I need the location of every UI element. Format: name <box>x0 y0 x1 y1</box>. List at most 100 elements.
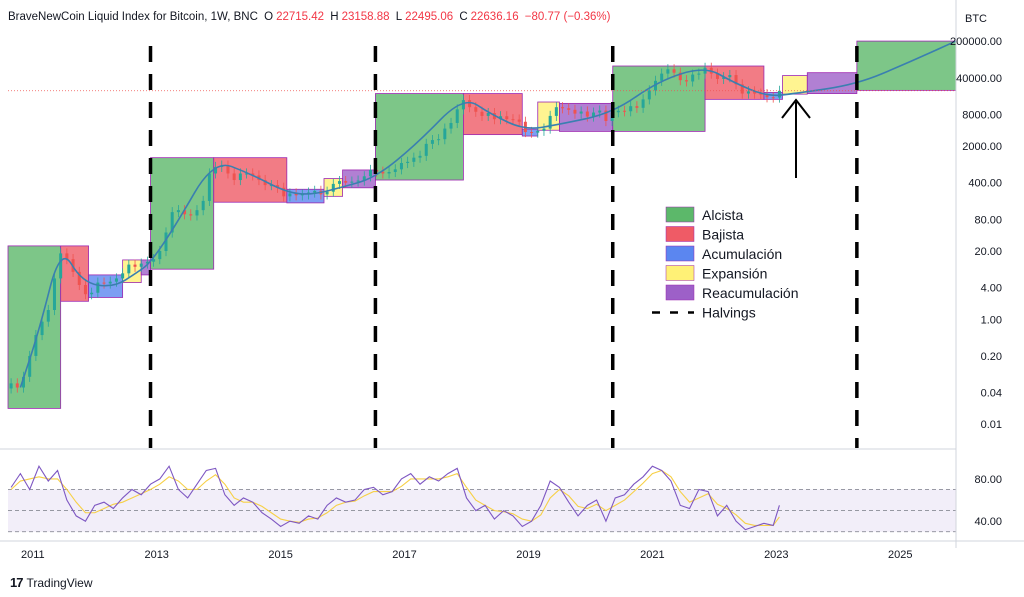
candle-body <box>715 73 719 79</box>
time-tick-label: 2017 <box>392 549 416 561</box>
candle-body <box>443 128 447 140</box>
candle-body <box>641 99 645 108</box>
rsi-band <box>8 489 956 532</box>
candle-body <box>368 169 372 177</box>
candle-body <box>635 106 639 108</box>
candle-body <box>139 263 143 267</box>
candle-body <box>108 281 112 284</box>
candle-body <box>653 80 657 91</box>
candle-body <box>313 190 317 193</box>
candle-body <box>176 210 180 213</box>
time-tick-label: 2013 <box>144 549 168 561</box>
trend-curve <box>8 40 957 388</box>
price-tick-label: 2000.00 <box>962 141 1002 153</box>
candle-body <box>579 111 583 114</box>
time-tick-label: 2023 <box>764 549 788 561</box>
phase-box-alcista <box>612 65 706 132</box>
candle-body <box>734 75 738 85</box>
candle-body <box>684 80 688 82</box>
arrow-up-icon <box>781 98 811 119</box>
price-tick-label: 0.20 <box>981 351 1002 363</box>
candle-body <box>517 119 521 122</box>
phase-box-bajista <box>213 157 288 203</box>
candle-body <box>90 292 94 295</box>
candle-body <box>207 173 211 201</box>
candle-body <box>46 310 50 322</box>
candle-body <box>598 110 602 113</box>
candle-body <box>121 273 125 279</box>
legend-swatch-yellow-square <box>665 265 695 281</box>
candle-body <box>362 176 366 181</box>
candle-body <box>52 278 56 311</box>
candle-body <box>331 183 335 192</box>
candle-body <box>486 113 490 116</box>
price-tick-label: 1.00 <box>981 314 1002 326</box>
candle-body <box>623 110 627 112</box>
price-tick-label: 400.00 <box>968 178 1002 190</box>
legend-swatch-blue-square <box>665 245 695 262</box>
candle-body <box>114 278 118 282</box>
rsi-panel <box>8 465 956 533</box>
candle-body <box>511 119 515 121</box>
halving-lines <box>148 46 859 448</box>
legend-label: Reacumulación <box>702 285 799 301</box>
legend: Alcista Bajista Acumulación Expansión Reacum… <box>652 206 799 321</box>
candle-body <box>34 335 38 356</box>
candle-body <box>214 166 218 174</box>
candle-body <box>666 69 670 74</box>
candle-body <box>542 128 546 131</box>
candle-body <box>530 132 534 134</box>
time-tick-label: 2025 <box>888 549 912 561</box>
candle-body <box>697 73 701 75</box>
candle-body <box>158 250 162 260</box>
candle-body <box>300 194 304 196</box>
candle-body <box>647 90 651 100</box>
trend-curve-line <box>19 40 957 388</box>
phase-box-bajista <box>60 245 89 302</box>
legend-label: Halvings <box>702 305 756 321</box>
tradingview-brand: TradingView <box>26 575 93 590</box>
phase-box-alcista <box>7 245 62 409</box>
candle-body <box>189 214 193 216</box>
candle-body <box>282 187 286 197</box>
candle-body <box>412 157 416 162</box>
candle-body <box>381 171 385 174</box>
open-value: 22715.42 <box>276 11 325 23</box>
candle-body <box>573 109 577 114</box>
footer[interactable]: 17 TradingView <box>10 575 93 590</box>
legend-label: Alcista <box>702 207 743 223</box>
symbol-title: BraveNewCoin Liquid Index for Bitcoin, 1… <box>8 11 258 23</box>
candle-body <box>406 161 410 163</box>
candle-body <box>170 212 174 233</box>
candle-body <box>77 271 81 285</box>
candle-body <box>232 173 236 181</box>
legend-swatch-green-square <box>665 206 695 223</box>
open-label: O <box>264 11 274 23</box>
candle-body <box>567 108 571 110</box>
candle-body <box>474 107 478 112</box>
candle-body <box>350 181 354 183</box>
candle-body <box>164 232 168 251</box>
candle-body <box>226 165 230 174</box>
candle-body <box>678 72 682 81</box>
legend-swatch-purple-square <box>665 284 695 301</box>
candle-body <box>145 261 149 264</box>
candle-body <box>102 282 106 284</box>
candle-body <box>449 122 453 129</box>
candle-body <box>430 140 434 144</box>
candle-body <box>393 169 397 173</box>
candle-body <box>548 115 552 129</box>
time-tick-label: 2019 <box>516 549 540 561</box>
candle-body <box>276 185 280 188</box>
low-value: 22495.06 <box>405 11 454 23</box>
candle-body <box>288 193 292 197</box>
candle-body <box>28 355 32 377</box>
candle-body <box>777 90 781 98</box>
rsi-tick-label: 80.00 <box>974 474 1002 486</box>
candle-body <box>127 264 131 274</box>
candle-body <box>238 173 242 181</box>
candle-body <box>536 130 540 133</box>
candle-body <box>455 109 459 123</box>
candle-body <box>245 173 249 175</box>
